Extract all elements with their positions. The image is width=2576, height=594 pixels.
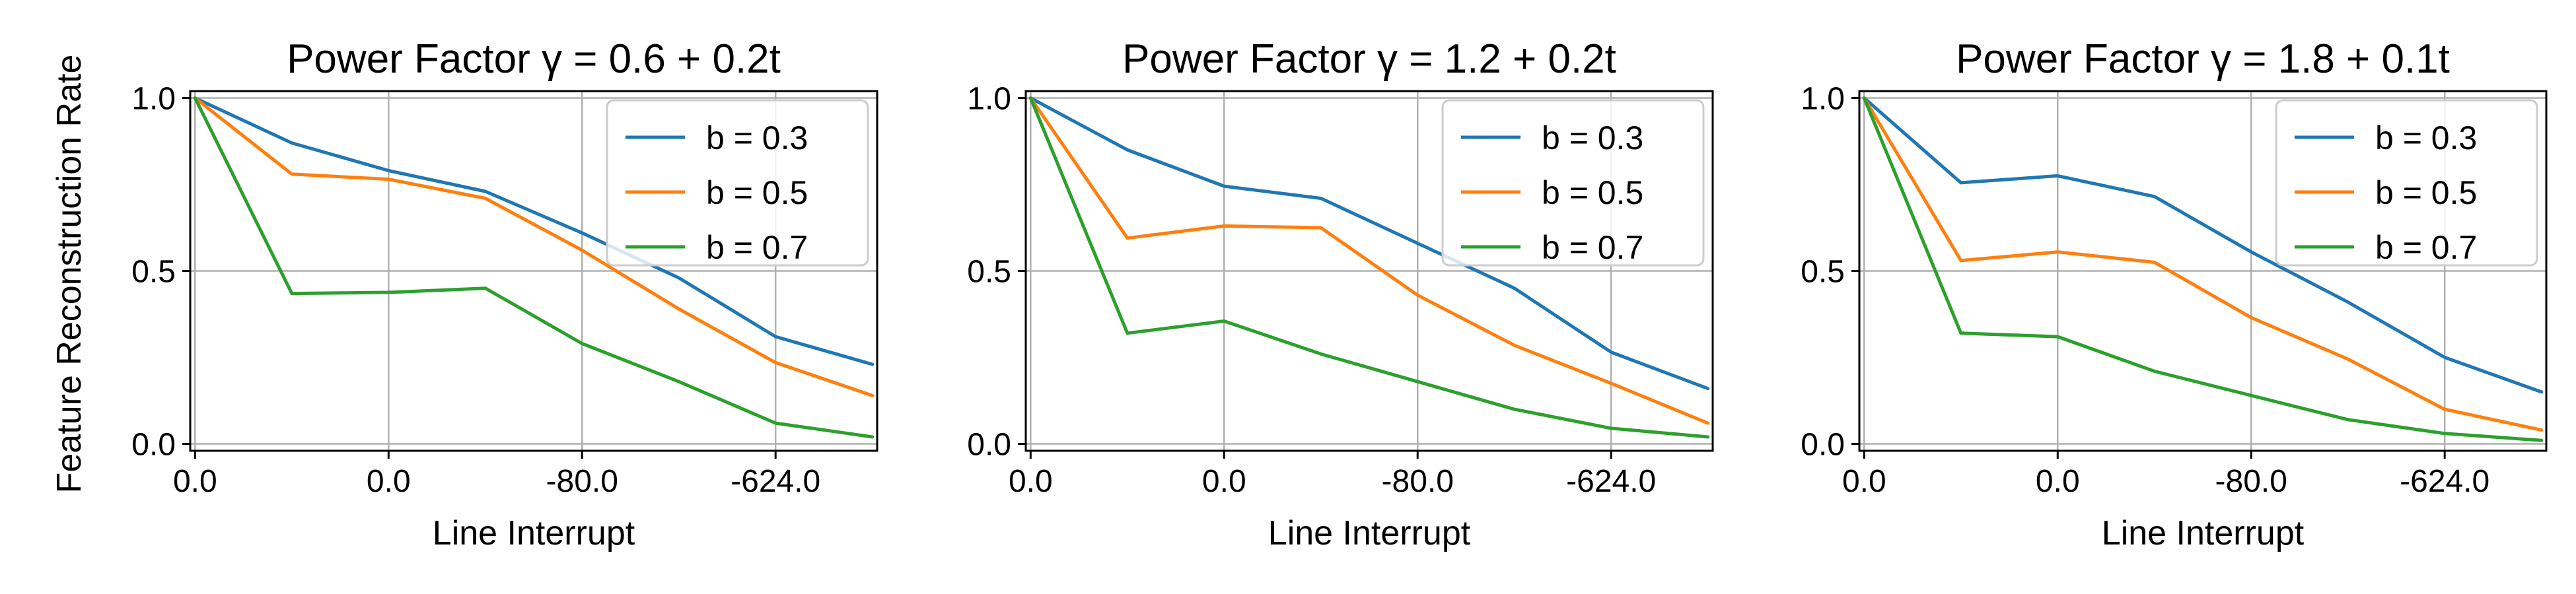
series-line-1 bbox=[1862, 96, 2544, 394]
x-tick-label: -80.0 bbox=[1382, 464, 1454, 499]
chart-title: Power Factor γ = 1.8 + 0.1t bbox=[1956, 36, 2450, 82]
legend-entry: b = 0.3 bbox=[2375, 119, 2477, 156]
y-tick-label: 0.0 bbox=[967, 428, 1011, 463]
x-tick-label: 0.0 bbox=[1009, 464, 1053, 499]
x-tick-label: -624.0 bbox=[1566, 464, 1656, 499]
legend-box bbox=[1441, 99, 1705, 267]
series-line-3 bbox=[1862, 96, 2544, 442]
legend-box bbox=[2275, 99, 2538, 267]
x-axis-label: Line Interrupt bbox=[433, 514, 635, 552]
legend-entry: b = 0.3 bbox=[1542, 119, 1643, 156]
legend-entry: b = 0.5 bbox=[1542, 174, 1643, 211]
x-tick-label: 0.0 bbox=[2036, 464, 2080, 499]
chart-title: Power Factor γ = 0.6 + 0.2t bbox=[287, 36, 781, 82]
x-axis-label: Line Interrupt bbox=[1268, 514, 1471, 552]
series-line-2 bbox=[1028, 96, 1710, 425]
x-tick-label: 0.0 bbox=[1842, 464, 1886, 499]
legend-entry: b = 0.7 bbox=[706, 229, 808, 266]
series-line-1 bbox=[193, 96, 875, 366]
y-tick-label: 0.5 bbox=[967, 255, 1011, 290]
figure-y-axis-label: Feature Reconstruction Rate bbox=[50, 55, 89, 494]
legend: b = 0.3 b = 0.5 b = 0.7 bbox=[1441, 99, 1705, 267]
legend: b = 0.3 b = 0.5 b = 0.7 bbox=[2275, 99, 2538, 267]
series-line-1 bbox=[1028, 96, 1710, 391]
y-tick-label: 1.0 bbox=[967, 81, 1011, 116]
series-line-3 bbox=[1028, 96, 1710, 439]
x-tick-label: -80.0 bbox=[2215, 464, 2287, 499]
x-tick-label: -624.0 bbox=[731, 464, 820, 499]
y-tick-label: 0.5 bbox=[131, 255, 176, 290]
legend: b = 0.3 b = 0.5 b = 0.7 bbox=[606, 99, 869, 267]
series-line-2 bbox=[1862, 96, 2544, 432]
chart-title: Power Factor γ = 1.2 + 0.2t bbox=[1122, 36, 1616, 82]
legend-entry: b = 0.7 bbox=[2375, 229, 2477, 266]
x-tick-label: 0.0 bbox=[367, 464, 411, 499]
legend-entry: b = 0.5 bbox=[706, 174, 808, 211]
legend-entry: b = 0.7 bbox=[1542, 229, 1643, 266]
series-line-3 bbox=[193, 96, 875, 439]
y-tick-label: 1.0 bbox=[1801, 81, 1845, 116]
y-tick-label: 1.0 bbox=[131, 81, 176, 116]
legend-entry: b = 0.5 bbox=[2375, 174, 2477, 211]
y-tick-label: 0.0 bbox=[1801, 428, 1845, 463]
x-tick-label: 0.0 bbox=[1202, 464, 1246, 499]
x-tick-label: -80.0 bbox=[546, 464, 618, 499]
y-tick-label: 0.5 bbox=[1801, 255, 1845, 290]
x-axis-label: Line Interrupt bbox=[2102, 514, 2305, 552]
series-line-2 bbox=[193, 96, 875, 397]
legend-entry: b = 0.3 bbox=[706, 119, 808, 156]
y-tick-label: 0.0 bbox=[131, 428, 176, 463]
x-tick-label: 0.0 bbox=[173, 464, 217, 499]
legend-box bbox=[606, 99, 869, 267]
x-tick-label: -624.0 bbox=[2400, 464, 2489, 499]
